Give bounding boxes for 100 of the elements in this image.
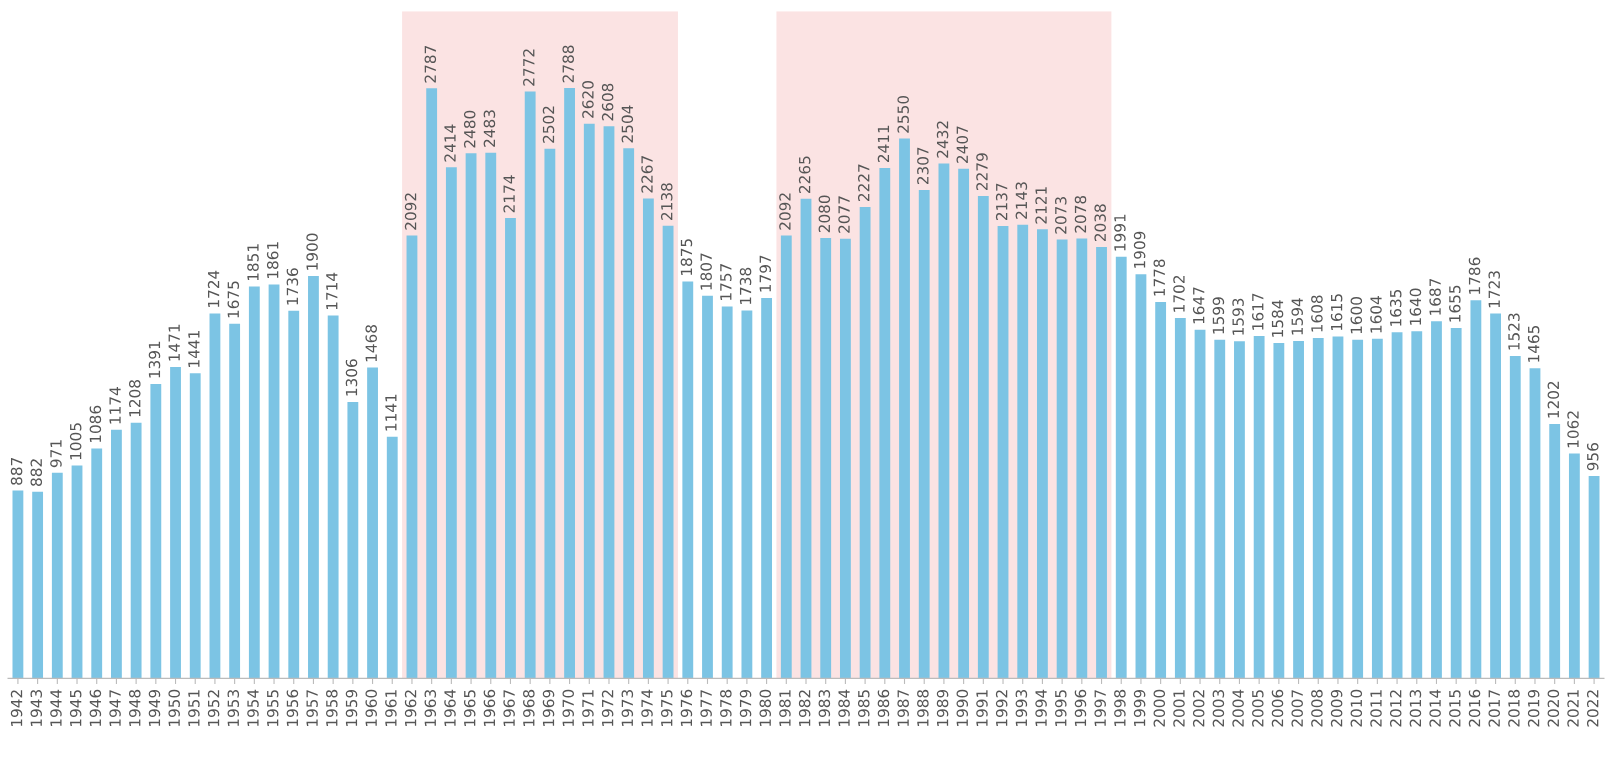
bar (91, 448, 103, 679)
bar (721, 306, 733, 679)
data-label: 1391 (148, 341, 161, 378)
bar (1568, 453, 1580, 679)
x-tick-label: 1959 (345, 689, 358, 727)
data-label: 1807 (700, 253, 712, 290)
bar (1155, 301, 1167, 679)
bar (1312, 337, 1324, 679)
bar (702, 295, 713, 679)
x-tick-label: 1950 (168, 689, 180, 727)
x-tick-label: 1965 (463, 690, 476, 727)
data-label: 1584 (1271, 300, 1284, 337)
x-tick-label: 1956 (286, 689, 299, 727)
data-label: 2502 (542, 106, 555, 143)
data-label: 1635 (1389, 289, 1402, 326)
x-tick-label: 1974 (641, 689, 653, 727)
bar (839, 238, 851, 679)
bar (1076, 238, 1088, 679)
x-tick-label: 2007 (1291, 690, 1303, 727)
x-tick-label: 2014 (1429, 689, 1441, 727)
x-tick-label: 2003 (1212, 690, 1225, 727)
data-label: 2279 (976, 153, 988, 191)
x-tick-label: 1957 (306, 690, 318, 727)
bar (1588, 476, 1600, 679)
x-tick-label: 1961 (385, 690, 397, 727)
x-tick-label: 2021 (1567, 690, 1579, 727)
x-tick-label: 1954 (247, 689, 259, 727)
data-label: 1861 (266, 242, 279, 278)
x-tick-label: 2000 (1153, 689, 1166, 727)
x-tick-label: 1986 (877, 689, 890, 727)
bar (780, 235, 792, 679)
bar (12, 490, 24, 679)
x-tick-label: 1946 (89, 689, 102, 727)
data-label: 2772 (523, 49, 535, 86)
bar (859, 206, 871, 679)
bar (1470, 300, 1482, 679)
data-label: 2787 (424, 46, 437, 83)
x-tick-label: 1984 (838, 689, 850, 727)
x-tick-label: 2010 (1350, 689, 1363, 727)
x-tick-label: 1949 (148, 689, 161, 727)
bar (997, 225, 1009, 679)
data-label: 2092 (779, 193, 791, 230)
x-tick-label: 2008 (1311, 689, 1323, 727)
data-label: 2265 (798, 156, 811, 193)
bar (1017, 224, 1029, 679)
bar (879, 167, 891, 679)
bar (170, 366, 181, 679)
data-label: 2411 (877, 125, 890, 163)
bar (1115, 256, 1127, 679)
data-label: 1594 (1291, 298, 1303, 335)
data-label: 1851 (247, 244, 259, 281)
x-tick-label: 1993 (1015, 690, 1028, 727)
bar (1174, 318, 1186, 679)
x-tick-label: 1951 (188, 690, 200, 727)
x-tick-label: 2005 (1252, 690, 1264, 727)
bar (1273, 343, 1285, 679)
x-tick-label: 1964 (444, 689, 456, 727)
x-tick-label: 1972 (601, 690, 614, 727)
data-label: 1465 (1527, 325, 1540, 362)
x-tick-label: 2006 (1271, 689, 1284, 727)
data-label: 1593 (1232, 298, 1244, 335)
data-label: 1714 (326, 272, 338, 310)
x-tick-label: 1953 (227, 690, 240, 727)
bar (820, 238, 832, 679)
bar (1234, 341, 1245, 679)
data-label: 2174 (503, 175, 515, 213)
x-tick-label: 2001 (1173, 690, 1185, 727)
bar (1293, 340, 1304, 679)
data-label: 2038 (1094, 204, 1106, 242)
data-label: 1687 (1429, 278, 1441, 315)
bar (938, 163, 950, 679)
bar (465, 153, 477, 679)
x-tick-label: 1988 (917, 689, 929, 727)
x-tick-label: 1996 (1074, 689, 1087, 727)
x-tick-label: 2011 (1370, 690, 1382, 727)
bar (1490, 313, 1501, 679)
data-label: 2788 (562, 45, 575, 83)
data-label: 1647 (1192, 287, 1205, 324)
x-tick-label: 1969 (542, 689, 555, 727)
bar (1431, 321, 1442, 679)
data-label: 971 (50, 440, 62, 468)
data-label: 1655 (1449, 285, 1461, 322)
x-tick-label: 1976 (680, 689, 693, 727)
data-label: 1786 (1468, 257, 1481, 294)
x-tick-label: 1952 (207, 690, 220, 727)
data-label: 2608 (601, 83, 614, 121)
bar (1214, 339, 1226, 679)
bar (71, 465, 83, 679)
data-label: 2121 (1035, 187, 1047, 224)
bar (1450, 328, 1462, 679)
data-label: 2480 (463, 110, 476, 148)
bar (741, 310, 753, 679)
x-tick-label: 1967 (503, 690, 515, 727)
x-tick-label: 1980 (759, 689, 772, 727)
x-tick-label: 1943 (30, 690, 43, 727)
data-label: 1441 (188, 331, 200, 367)
data-label: 2483 (483, 110, 496, 147)
x-tick-label: 1944 (50, 689, 62, 727)
data-label: 2307 (917, 147, 929, 185)
bar (761, 297, 773, 679)
